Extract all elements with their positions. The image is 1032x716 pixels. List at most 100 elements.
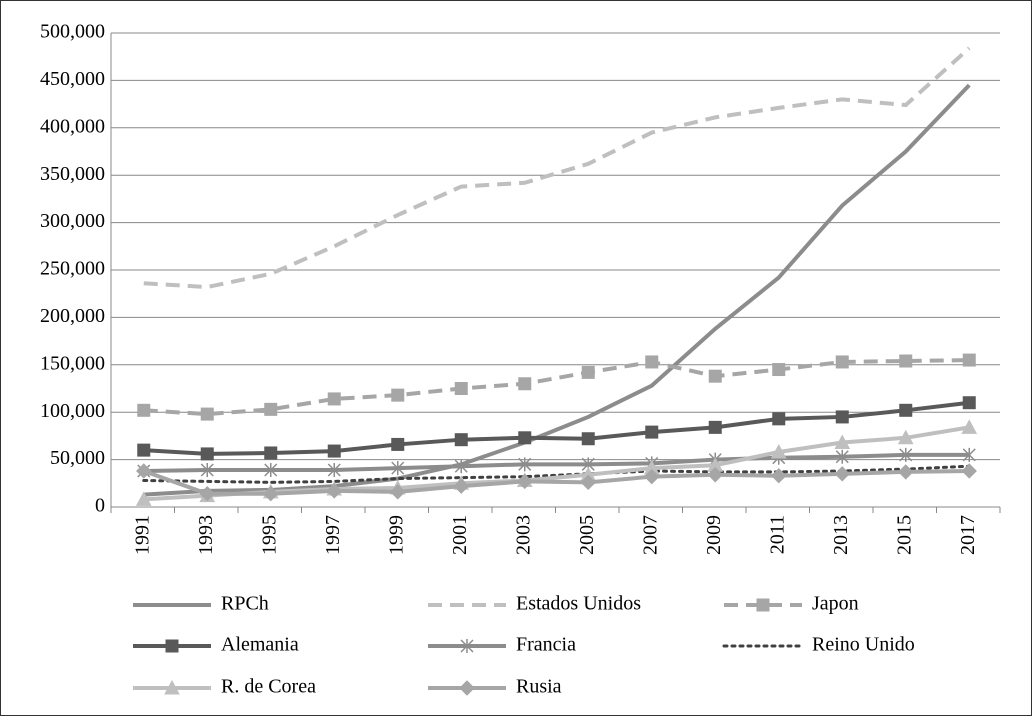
marker [771,468,787,484]
marker [707,467,723,483]
series [137,353,976,421]
x-tick-label: 2013 [830,515,852,555]
x-tick-label: 2003 [512,515,534,555]
marker [772,363,786,377]
marker [264,402,278,416]
marker [454,433,468,447]
line [143,452,970,473]
marker [518,457,532,472]
marker [135,491,152,506]
marker [708,369,722,383]
series [143,83,971,497]
marker [645,355,659,369]
x-tick-label: 1999 [385,515,407,555]
line [143,468,970,496]
x-tick-label: 2001 [449,515,471,555]
legend-item: Estados Unidos [428,593,641,615]
marker [517,473,533,490]
marker [200,407,214,421]
x-tick-label: 2017 [957,515,979,555]
marker [835,410,849,424]
line [143,400,970,456]
legend-label: Francia [516,634,576,656]
line [143,358,970,417]
marker [390,484,406,500]
x-tick-label: 2005 [576,515,598,555]
marker [897,429,914,445]
y-tick-label: 300,000 [40,210,105,232]
x-tick-label: 1997 [322,515,344,555]
marker [772,412,786,426]
legend-item: R. de Corea [133,676,316,698]
marker [518,431,532,445]
marker [518,377,532,391]
y-tick-label: 0 [95,495,105,517]
marker [454,459,468,474]
series [137,396,976,461]
y-tick-label: 400,000 [40,115,105,137]
legend-label: Japon [812,593,859,615]
marker [770,443,787,459]
marker [460,639,474,653]
y-tick-label: 250,000 [40,258,105,280]
marker [137,403,151,417]
marker [391,461,405,476]
marker [708,420,722,434]
marker [164,679,180,695]
marker [327,444,341,458]
marker [645,425,659,439]
marker [200,447,214,461]
x-tick-label: 2011 [766,515,788,554]
marker [834,434,851,450]
marker [962,447,976,462]
marker [200,463,214,478]
legend-label: Reino Unido [812,634,915,656]
legend-item: RPCh [133,593,269,615]
marker [899,354,913,368]
marker [326,483,342,499]
marker [391,388,405,402]
series [142,464,971,484]
x-tick-label: 1991 [131,515,153,555]
marker [835,449,849,464]
marker [756,598,770,612]
series [136,463,977,502]
marker [199,486,215,502]
marker [263,486,279,502]
marker [264,463,278,478]
marker [391,437,405,451]
legend-label: RPCh [221,593,269,615]
y-tick-label: 100,000 [40,400,105,422]
legend-label: Alemania [221,634,299,656]
marker [264,446,278,460]
marker [580,474,596,491]
y-tick-label: 350,000 [40,163,105,185]
legend-item: Reino Unido [722,634,915,656]
marker [961,463,977,479]
marker [137,443,151,457]
legend-item: Rusia [428,676,562,698]
marker [961,419,978,434]
marker [644,468,660,485]
marker [165,639,179,653]
line [142,464,971,484]
y-tick-label: 150,000 [40,352,105,374]
legend-item: Francia [428,634,576,656]
marker [327,392,341,406]
y-tick-label: 450,000 [40,68,105,90]
legend-item: Alemania [133,634,299,656]
marker [136,463,152,479]
marker [835,355,849,369]
marker [581,432,595,446]
marker [899,403,913,417]
marker [962,353,976,367]
marker [459,680,475,696]
line [143,83,971,497]
marker [834,466,850,482]
legend-label: R. de Corea [221,676,316,698]
legend-label: Rusia [516,676,562,698]
marker [899,447,913,462]
marker [453,478,469,494]
